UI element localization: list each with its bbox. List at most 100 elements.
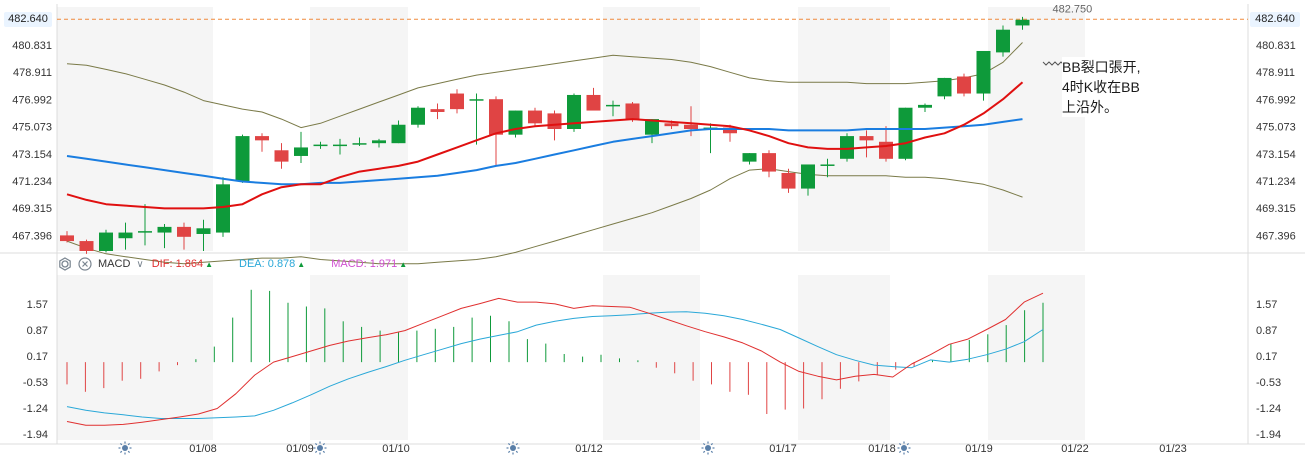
macd-tick-label-right: -0.53: [1256, 377, 1281, 389]
candle-body: [664, 123, 679, 127]
sun-icon-ray: [898, 442, 902, 446]
price-tick-label-right: 469.315: [1256, 203, 1296, 215]
candlesticks: [60, 16, 1030, 254]
candle-body: [606, 104, 620, 107]
candle-body: [60, 235, 74, 242]
x-axis-label: 01/17: [769, 443, 797, 455]
candle-body: [255, 136, 269, 141]
grid-lines: [0, 4, 1305, 445]
annotation-note: BB裂口張开, 4时K收在BB 上沿外。: [1062, 57, 1190, 117]
dif-readout: DIF: 1.864 ▲: [151, 258, 214, 270]
candle-body: [138, 231, 152, 233]
x-axis-label: 01/08: [189, 443, 217, 455]
sun-icon-core: [122, 445, 128, 451]
macd-tick-label-left: -0.53: [23, 377, 48, 389]
x-axis-label: 01/09: [286, 443, 314, 455]
macd-tick-label-right: 0.17: [1256, 351, 1277, 363]
dea-label: DEA:: [239, 258, 265, 270]
sun-icon-ray: [702, 450, 706, 454]
day-stripe: [57, 275, 213, 440]
sun-icon-core: [901, 445, 907, 451]
price-tick-label-left: 467.396: [12, 230, 52, 242]
x-axis-label: 01/18: [868, 443, 896, 455]
annotation-line: BB裂口張开,: [1062, 59, 1141, 75]
sun-icon-ray: [127, 442, 131, 446]
day-stripe: [57, 7, 213, 251]
last-price-tag-right: 482.640: [1250, 12, 1300, 27]
candle-body: [1015, 19, 1030, 26]
candle-body: [723, 127, 737, 134]
candle-body: [372, 140, 386, 144]
candle-body: [196, 228, 211, 234]
x-axis-label: 01/10: [382, 443, 410, 455]
macd-tick-label-left: 0.87: [27, 325, 48, 337]
sun-icon-ray: [127, 450, 131, 454]
macd-tick-label-left: -1.24: [23, 403, 48, 415]
candle-body: [216, 184, 230, 233]
candle-body: [820, 164, 835, 166]
sun-icon: [118, 441, 132, 455]
macd-panel: [66, 289, 1044, 426]
sun-icon-ray: [314, 442, 318, 446]
candle-body: [547, 113, 562, 129]
price-tick-label-left: 473.154: [12, 149, 52, 161]
candle-body: [840, 136, 854, 159]
chevron-down-icon[interactable]: ∨: [136, 258, 144, 270]
candle-body: [313, 144, 328, 147]
price-tick-label-right: 478.911: [1256, 67, 1295, 79]
candle-body: [625, 103, 640, 120]
candle-body: [99, 232, 113, 251]
candle-body: [976, 50, 991, 94]
candle-body: [859, 136, 874, 141]
x-axis-label: 01/22: [1061, 443, 1089, 455]
price-tick-label-right: 476.992: [1256, 94, 1296, 106]
sun-icon-ray: [515, 442, 519, 446]
candle-body: [762, 153, 776, 172]
macd-readout: MACD: 1.971 ▲: [331, 258, 408, 270]
sun-icon-ray: [906, 442, 910, 446]
indicator-name[interactable]: MACD: [98, 258, 131, 270]
indicator-toolbar: MACD ∨ DIF: 1.864 ▲ DEA: 0.878 ▲ MACD: 1.9…: [58, 255, 433, 273]
sun-icon-ray: [702, 442, 706, 446]
macd-tick-label-right: -1.24: [1256, 403, 1281, 415]
candle-body: [333, 144, 347, 147]
sun-icon-ray: [119, 450, 123, 454]
candle-body: [937, 77, 952, 97]
dea-readout: DEA: 0.878 ▲: [239, 258, 306, 270]
candle-body: [996, 29, 1010, 53]
close-icon[interactable]: [78, 257, 92, 271]
day-stripe: [310, 275, 408, 440]
candle-body: [918, 104, 932, 108]
sun-icon-ray: [322, 442, 326, 446]
macd-tick-label-left: 1.57: [27, 299, 48, 311]
sun-icon-ray: [710, 442, 714, 446]
macd-tick-label-right: -1.94: [1256, 429, 1281, 441]
candle-body: [411, 107, 425, 125]
axes: 480.831 480.831 478.911 478.911 476.992 476.9…: [12, 4, 1296, 455]
macd-label: MACD:: [331, 258, 367, 270]
macd-tick-label-left: -1.94: [23, 429, 48, 441]
price-tick-label-right: 471.234: [1256, 176, 1296, 188]
sun-icon-core: [510, 445, 516, 451]
price-tick-label-left: 478.911: [13, 67, 52, 79]
candle-body: [118, 232, 133, 239]
settings-icon[interactable]: [58, 257, 72, 271]
candle-body: [957, 76, 971, 94]
sun-icon: [897, 441, 911, 455]
candle-body: [391, 124, 406, 144]
candle-body: [528, 110, 542, 124]
sun-icon-ray: [314, 450, 318, 454]
price-tick-label-left: 476.992: [12, 94, 52, 106]
day-stripe: [798, 275, 890, 440]
moving-average-lines: [66, 61, 1065, 210]
annotation-line: 4时K收在BB: [1062, 79, 1140, 95]
candle-body: [157, 226, 172, 233]
price-tick-label-right: 480.831: [1256, 40, 1296, 52]
candle-body: [645, 119, 659, 135]
sun-icon-ray: [515, 450, 519, 454]
candle-body: [235, 136, 250, 182]
sun-icon-ray: [119, 442, 123, 446]
dea-value: 0.878: [267, 258, 296, 270]
ma-blue-line: [66, 118, 1023, 186]
